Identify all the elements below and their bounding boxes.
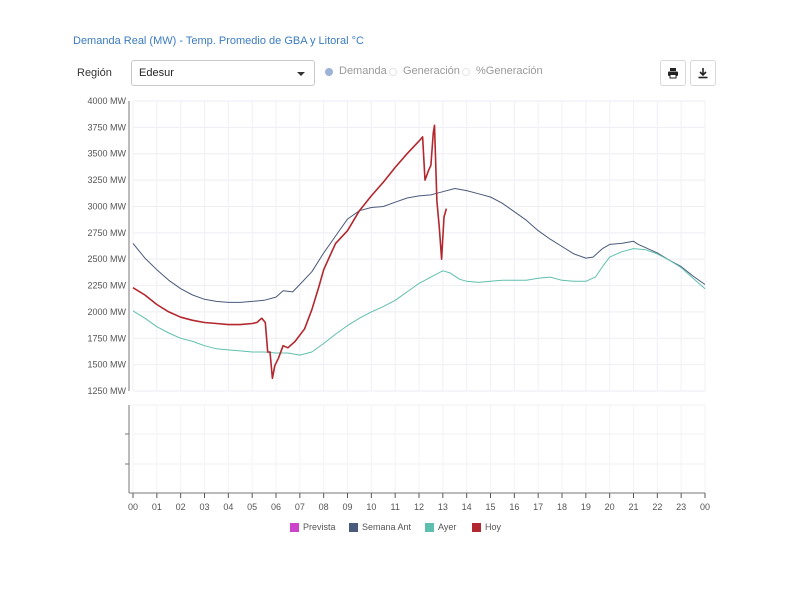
x-tick-label: 10 bbox=[366, 502, 376, 512]
x-tick-label: 11 bbox=[390, 502, 399, 512]
series-line-semana-ant bbox=[132, 188, 706, 303]
legend-label: Ayer bbox=[438, 522, 457, 532]
radio-pct-generacion-label: %Generación bbox=[476, 65, 543, 77]
legend-swatch bbox=[290, 523, 299, 532]
x-tick-label: 18 bbox=[557, 502, 567, 512]
x-tick-label: 22 bbox=[652, 502, 662, 512]
x-tick-label: 04 bbox=[223, 502, 233, 512]
region-select[interactable]: Edesur bbox=[131, 60, 315, 86]
x-tick-label: 15 bbox=[485, 502, 495, 512]
legend-label: Prevista bbox=[303, 522, 336, 532]
y-tick-label: 2000 MW bbox=[87, 307, 126, 317]
x-tick-label: 06 bbox=[271, 502, 281, 512]
radio-dot-checked-icon bbox=[325, 68, 333, 76]
y-tick-label: 3500 MW bbox=[87, 149, 126, 159]
x-tick-label: 00 bbox=[128, 502, 138, 512]
download-button[interactable] bbox=[690, 60, 716, 86]
chevron-down-icon bbox=[297, 72, 305, 76]
chart-title: Demanda Real (MW) - Temp. Promedio de GB… bbox=[73, 35, 364, 47]
x-tick-label: 21 bbox=[628, 502, 638, 512]
series-line-ayer bbox=[132, 248, 706, 356]
y-tick-label: 2250 MW bbox=[87, 281, 126, 291]
radio-demanda-label: Demanda bbox=[339, 65, 387, 77]
x-tick-label: 16 bbox=[509, 502, 519, 512]
region-select-value: Edesur bbox=[139, 67, 174, 79]
x-tick-label: 07 bbox=[295, 502, 305, 512]
x-tick-label: 08 bbox=[319, 502, 329, 512]
legend-swatch bbox=[425, 523, 434, 532]
y-tick-label: 1750 MW bbox=[87, 333, 126, 343]
x-tick-label: 05 bbox=[247, 502, 257, 512]
x-tick-label: 03 bbox=[199, 502, 209, 512]
y-tick-label: 3000 MW bbox=[87, 201, 126, 211]
x-tick-label: 14 bbox=[462, 502, 472, 512]
x-tick-label: 13 bbox=[438, 502, 448, 512]
x-tick-label: 01 bbox=[152, 502, 162, 512]
x-tick-label: 19 bbox=[581, 502, 591, 512]
y-tick-label: 1500 MW bbox=[87, 360, 126, 370]
x-tick-label: 09 bbox=[342, 502, 352, 512]
legend-label: Hoy bbox=[485, 522, 502, 532]
y-tick-label: 4000 MW bbox=[87, 96, 126, 106]
x-tick-label: 12 bbox=[414, 502, 424, 512]
y-tick-label: 2750 MW bbox=[87, 228, 126, 238]
legend-swatch bbox=[349, 523, 358, 532]
print-icon bbox=[668, 68, 678, 79]
radio-generacion-label: Generación bbox=[403, 65, 460, 77]
y-tick-label: 1250 MW bbox=[87, 386, 126, 396]
radio-dot-icon bbox=[389, 68, 397, 76]
radio-dot-icon bbox=[462, 68, 470, 76]
y-tick-label: 2500 MW bbox=[87, 254, 126, 264]
y-tick-label: 3250 MW bbox=[87, 175, 126, 185]
x-tick-label: 02 bbox=[176, 502, 186, 512]
series-line-hoy bbox=[132, 124, 448, 380]
print-button[interactable] bbox=[660, 60, 686, 86]
x-tick-label: 20 bbox=[605, 502, 615, 512]
x-tick-label: 17 bbox=[533, 502, 543, 512]
legend-swatch bbox=[472, 523, 481, 532]
x-tick-label: 00 bbox=[700, 502, 710, 512]
download-icon bbox=[698, 68, 708, 79]
x-tick-label: 23 bbox=[676, 502, 686, 512]
y-tick-label: 3750 MW bbox=[87, 122, 126, 132]
legend-label: Semana Ant bbox=[362, 522, 412, 532]
region-label: Región bbox=[77, 67, 112, 79]
chart-legend: Prevista Semana Ant Ayer Hoy bbox=[0, 522, 790, 536]
